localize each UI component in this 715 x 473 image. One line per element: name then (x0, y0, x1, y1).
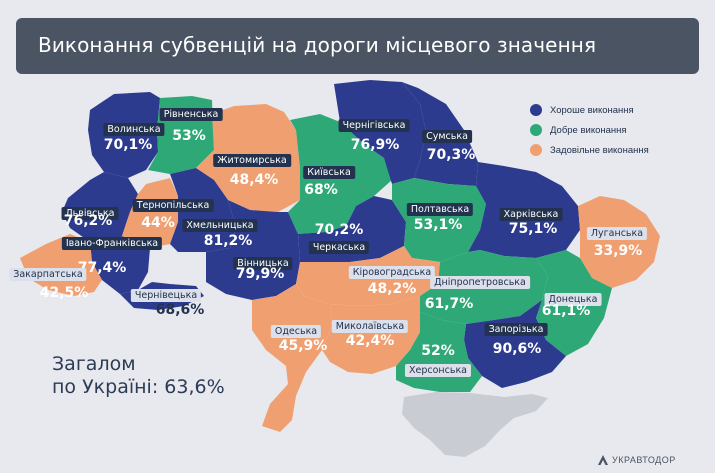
region-value-rivnenska: 53% (172, 128, 206, 144)
region-label-chernihivska: Чернігівська (338, 119, 410, 132)
legend-label-good: Хороше виконання (550, 104, 634, 116)
region-value-chernihivska: 76,9% (350, 137, 400, 153)
region-value-donetska: 61,1% (541, 303, 591, 319)
region-value-poltavska: 53,1% (413, 217, 463, 233)
region-label-zaporizka: Запорізька (484, 323, 548, 336)
region-value-zhytomyrska: 48,4% (229, 172, 279, 188)
ukravtodor-logo: УКРАВТОДОР (597, 454, 676, 466)
region-label-kharkivska: Харківська (499, 208, 563, 221)
region-mykolaivska[interactable] (322, 296, 420, 374)
region-label-zhytomyrska: Житомирська (213, 154, 291, 167)
region-label-luhanska: Луганська (586, 227, 648, 240)
region-label-dnipropetrovska: Дніпропетровська (430, 276, 530, 289)
region-value-kirovohradska: 48,2% (367, 281, 417, 297)
region-value-sumska: 70,3% (426, 147, 476, 163)
region-value-lvivska: 76,2% (63, 213, 113, 229)
legend-label-satisfactory: Задовільне виконання (550, 144, 649, 156)
total-line-1: Загалом (52, 353, 136, 375)
region-label-kyivska: Київська (303, 166, 355, 179)
region-value-kyivska: 68% (304, 182, 338, 198)
region-value-kharkivska: 75,1% (508, 221, 558, 237)
region-zaporizka[interactable] (464, 300, 566, 388)
region-value-ivano-frankivska: 77,4% (77, 260, 127, 276)
region-odeska[interactable] (252, 284, 332, 432)
region-chernihivska[interactable] (334, 80, 426, 184)
region-label-chernivetska: Чернівецька (130, 289, 202, 302)
region-value-luhanska: 33,9% (593, 243, 643, 259)
region-label-odeska: Одеська (270, 325, 322, 338)
region-poltavska[interactable] (392, 178, 486, 262)
title-banner: Виконання субвенцій на дороги місцевого … (16, 18, 699, 74)
region-label-ternopilska: Тернопільська (132, 199, 214, 212)
region-value-khersonska: 52% (421, 343, 455, 359)
region-label-lvivska: Львівська (61, 207, 119, 220)
region-value-dnipropetrovska: 61,7% (424, 296, 474, 312)
total-line-2: по Україні: 63,6% (52, 376, 225, 398)
region-label-khersonska: Херсонська (404, 364, 472, 377)
region-value-zakarpatska: 42,5% (39, 285, 89, 301)
legend-dot-good (530, 104, 542, 116)
region-value-cherkaska: 70,2% (314, 222, 364, 238)
region-label-donetska: Донецька (544, 293, 602, 306)
region-value-chernivetska: 68,6% (155, 302, 205, 318)
region-value-vinnytska: 79,9% (235, 266, 285, 282)
region-label-volynska: Волинська (103, 123, 165, 136)
region-label-zakarpatska: Закарпатська (9, 268, 87, 281)
national-total: Загалом по Україні: 63,6% (52, 353, 225, 399)
region-label-kirovohradska: Кіровоградська (348, 266, 436, 279)
region-crimea (402, 392, 548, 457)
legend-dot-fair (530, 124, 542, 136)
legend-dot-satisfactory (530, 144, 542, 156)
region-label-poltavska: Полтавська (406, 203, 474, 216)
region-value-mykolaivska: 42,4% (345, 333, 395, 349)
logo-icon (598, 455, 608, 465)
region-value-khmelnytska: 81,2% (203, 233, 253, 249)
region-label-cherkaska: Черкаська (308, 241, 370, 254)
region-value-zaporizka: 90,6% (492, 341, 542, 357)
region-luhanska[interactable] (578, 196, 660, 288)
region-label-sumska: Сумська (422, 130, 472, 143)
region-label-vinnytska: Вінницька (233, 257, 293, 270)
region-value-ternopilska: 44% (141, 215, 175, 231)
legend-item-fair: Добре виконання (530, 120, 649, 140)
region-label-ivano-frankivska-1: Івано-Франківська (61, 237, 163, 250)
region-ivano-frankivska[interactable] (90, 236, 150, 294)
region-label-khmelnytska: Хмельницька (182, 219, 258, 232)
legend-label-fair: Добре виконання (550, 124, 627, 136)
region-value-odeska: 45,9% (278, 338, 328, 354)
region-label-rivnenska: Рівненська (159, 108, 223, 121)
legend-item-good: Хороше виконання (530, 100, 649, 120)
region-ternopilska[interactable] (122, 178, 178, 248)
logo-text: УКРАВТОДОР (612, 455, 676, 465)
page-title: Виконання субвенцій на дороги місцевого … (38, 33, 597, 57)
legend-item-satisfactory: Задовільне виконання (530, 140, 649, 160)
region-vinnytska[interactable] (206, 200, 300, 300)
region-value-volynska: 70,1% (103, 137, 153, 153)
region-label-mykolaivska: Миколаївська (331, 320, 409, 333)
legend: Хороше виконання Добре виконання Задовіл… (530, 100, 649, 160)
